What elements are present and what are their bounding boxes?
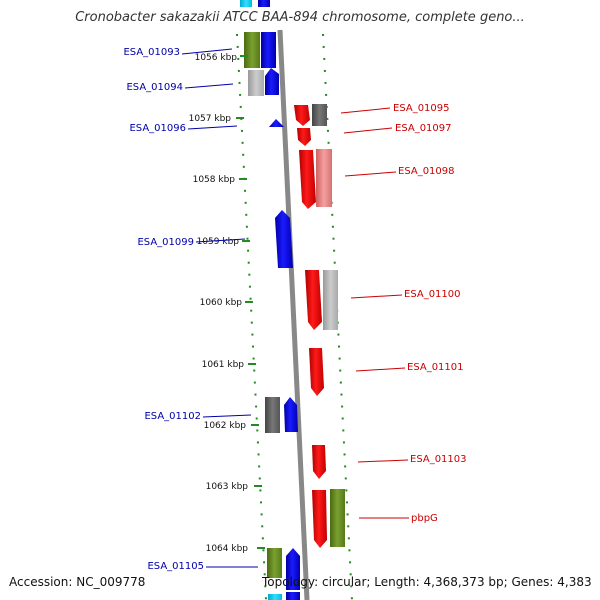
gene-label-ESA_01099[interactable]: ESA_01099 — [137, 237, 194, 248]
gene-label-ESA_01094[interactable]: ESA_01094 — [126, 82, 183, 93]
gene-ESA_01102-grey[interactable] — [265, 397, 280, 433]
gene-cyan-bottom[interactable] — [268, 594, 282, 600]
gene-ESA_01095-grey[interactable] — [312, 104, 327, 126]
gene-label-ESA_01098[interactable]: ESA_01098 — [398, 166, 455, 177]
left-leaders — [181, 48, 258, 568]
gene-ESA_01102[interactable] — [284, 397, 298, 432]
right-leaders — [340, 107, 409, 519]
tick-label: 1064 kbp — [206, 544, 249, 554]
gene-ESA_01094[interactable] — [265, 68, 279, 95]
gene-ESA_01101[interactable] — [309, 348, 324, 396]
left-gene-labels: ESA_01093 ESA_01094 ESA_01096 ESA_01099 … — [123, 47, 204, 572]
gene-label-ESA_01096[interactable]: ESA_01096 — [129, 123, 186, 134]
gene-label-pbpG[interactable]: pbpG — [411, 513, 438, 524]
gene-label-ESA_01103[interactable]: ESA_01103 — [410, 454, 467, 465]
gene-ESA_01100-grey[interactable] — [323, 270, 338, 330]
gene-ESA_01099[interactable] — [275, 210, 293, 268]
gene-ESA_01103[interactable] — [312, 445, 326, 479]
gene-ESA_01105[interactable] — [286, 548, 300, 590]
right-gene-labels: ESA_01095 ESA_01097 ESA_01098 ESA_01100 … — [393, 103, 467, 524]
tick-label: 1057 kbp — [189, 114, 232, 124]
gene-label-ESA_01100[interactable]: ESA_01100 — [404, 289, 461, 300]
gene-ESA_01093[interactable] — [244, 32, 260, 68]
gene-label-ESA_01102[interactable]: ESA_01102 — [144, 411, 201, 422]
gene-ESA_01093-partner[interactable] — [261, 32, 276, 68]
gene-ESA_01098[interactable] — [299, 150, 316, 209]
gene-cyan-top[interactable] — [240, 0, 252, 7]
gene-label-ESA_01101[interactable]: ESA_01101 — [407, 362, 464, 373]
tick-label: 1061 kbp — [202, 360, 245, 370]
gene-pbpG[interactable] — [312, 490, 327, 548]
tick-label: 1058 kbp — [193, 175, 236, 185]
tick-label: 1062 kbp — [204, 421, 247, 431]
gene-blue-bottom[interactable] — [286, 592, 300, 600]
gene-ESA_01105-olive[interactable] — [267, 548, 282, 578]
gene-ESA_01095[interactable] — [294, 105, 310, 126]
gene-label-ESA_01095[interactable]: ESA_01095 — [393, 103, 450, 114]
accession-text: Accession: NC_009778 — [9, 575, 146, 589]
map-title: Cronobacter sakazakii ATCC BAA-894 chrom… — [75, 10, 525, 25]
gene-ESA_01096[interactable] — [269, 119, 284, 127]
gene-label-ESA_01097[interactable]: ESA_01097 — [395, 123, 452, 134]
scale-ticks — [236, 55, 265, 549]
tick-label: 1056 kbp — [195, 53, 238, 63]
gene-label-ESA_01093[interactable]: ESA_01093 — [123, 47, 180, 58]
tick-label: 1063 kbp — [206, 482, 249, 492]
gene-pbpG-olive[interactable] — [330, 489, 345, 547]
genome-summary-text: Topology: circular; Length: 4,368,373 bp… — [262, 575, 592, 589]
tick-label: 1060 kbp — [200, 298, 243, 308]
scale-labels: 1056 kbp 1057 kbp 1058 kbp 1059 kbp 1060… — [189, 53, 249, 554]
gene-blue-top[interactable] — [258, 0, 270, 7]
gene-ESA_01098-pink[interactable] — [316, 149, 332, 207]
gene-ESA_01100[interactable] — [305, 270, 322, 330]
gene-ESA_01094-grey[interactable] — [248, 70, 264, 96]
gene-label-ESA_01105[interactable]: ESA_01105 — [147, 561, 204, 572]
gene-ESA_01097[interactable] — [297, 128, 311, 146]
tick-label: 1059 kbp — [197, 237, 240, 247]
chromosome-backbone — [277, 29, 310, 600]
